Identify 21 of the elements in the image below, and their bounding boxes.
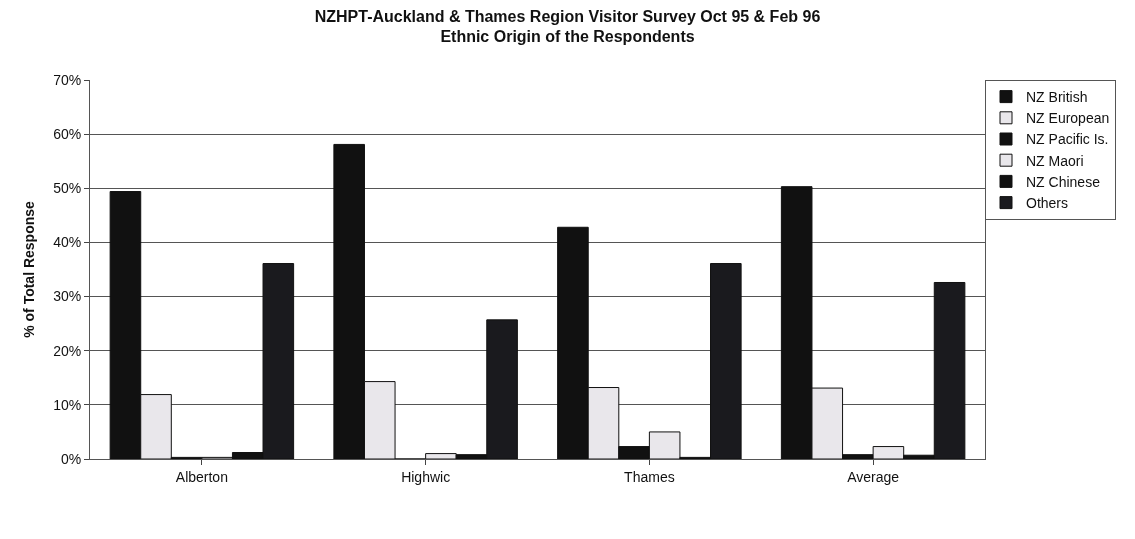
x-tick-label: Average — [847, 468, 900, 485]
y-tick-label: 50% — [53, 180, 82, 197]
chart-title: NZHPT-Auckland & Thames Region Visitor Survey Oct 95 & Feb 96 — [314, 7, 821, 25]
y-tick-label: 40% — [53, 234, 82, 251]
legend-label: NZ British — [1026, 89, 1088, 106]
y-tick-label: 0% — [60, 450, 82, 467]
x-tick-label: Thames — [624, 468, 675, 485]
x-tick-label: Highwic — [401, 468, 451, 485]
legend-label: NZ European — [1026, 110, 1110, 127]
legend-label: NZ Maori — [1026, 152, 1084, 169]
legend-label: NZ Pacific Is. — [1026, 131, 1109, 148]
y-tick-label: 60% — [53, 126, 82, 143]
legend-label: NZ Chinese — [1026, 173, 1101, 190]
y-tick-label: 20% — [53, 342, 82, 359]
legend-label: Others — [1026, 195, 1069, 212]
y-tick-label: 10% — [53, 396, 82, 413]
x-tick-label: Alberton — [175, 468, 228, 485]
y-tick-label: 30% — [53, 288, 82, 305]
y-axis-title: % of Total Response — [20, 200, 37, 338]
y-tick-label: 70% — [53, 71, 82, 88]
chart-subtitle: Ethnic Origin of the Respondents — [440, 28, 695, 46]
